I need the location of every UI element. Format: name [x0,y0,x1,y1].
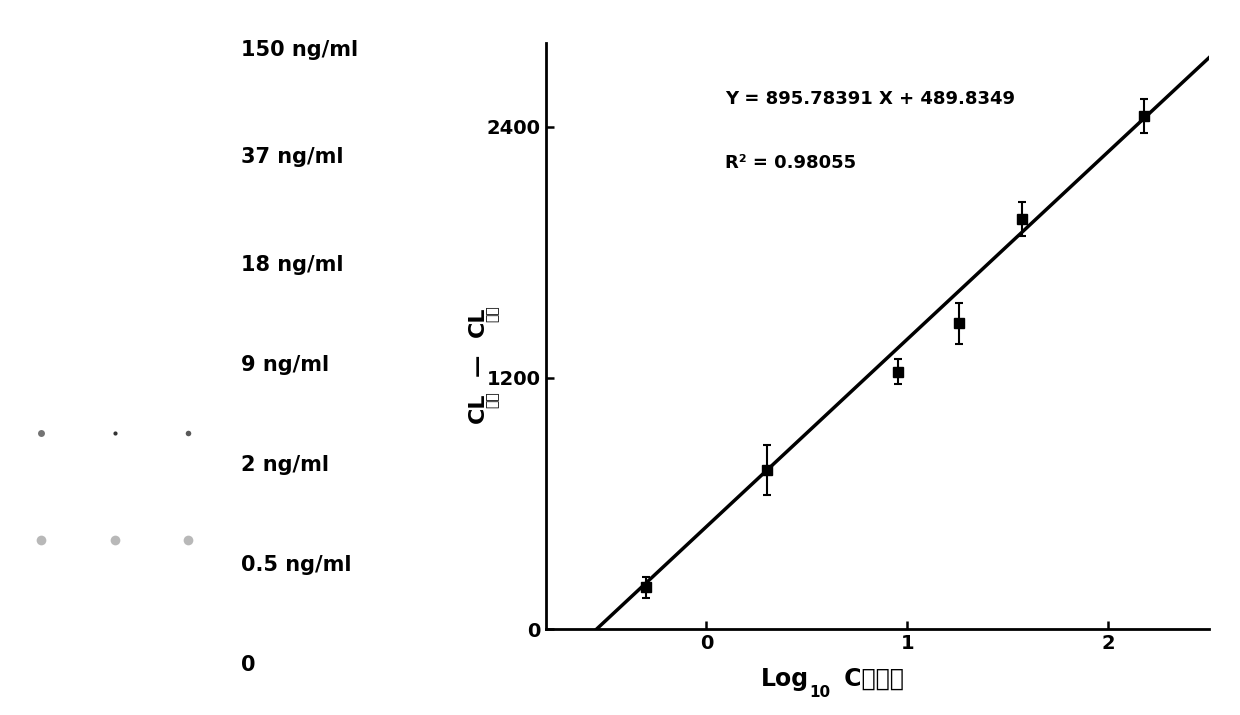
Text: 37 ng/ml: 37 ng/ml [241,147,343,167]
Text: 样品: 样品 [485,391,500,408]
Text: R² = 0.98055: R² = 0.98055 [724,154,856,172]
Text: CL: CL [467,307,487,337]
Text: 2 ng/ml: 2 ng/ml [241,455,329,475]
Text: 空白: 空白 [485,305,500,322]
Text: 10: 10 [808,685,831,699]
Text: 9 ng/ml: 9 ng/ml [241,355,329,375]
Text: —: — [467,353,487,376]
Text: 0.5 ng/ml: 0.5 ng/ml [241,555,351,575]
Text: 18 ng/ml: 18 ng/ml [241,255,343,275]
Text: 0: 0 [241,655,255,675]
Text: C可卡因: C可卡因 [836,667,904,691]
Text: CL: CL [467,393,487,423]
Text: Y = 895.78391 X + 489.8349: Y = 895.78391 X + 489.8349 [724,90,1014,108]
Text: 150 ng/ml: 150 ng/ml [241,40,358,60]
Text: Log: Log [761,667,808,691]
